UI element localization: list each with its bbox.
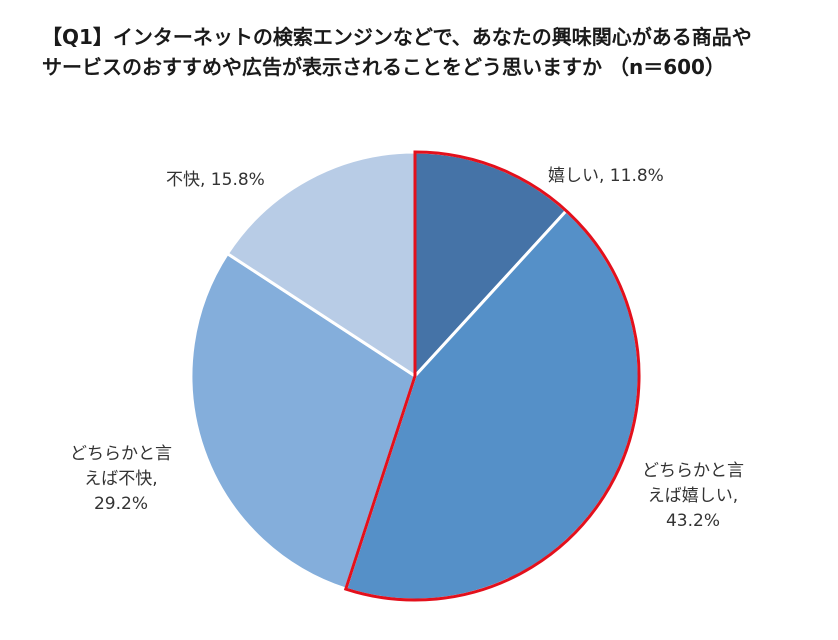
slice-label-dochiraka-fukai-line-3: 29.2% <box>93 494 148 514</box>
chart-title: 【Q1】インターネットの検索エンジンなどで、あなたの興味関心がある商品や サービ… <box>42 22 822 82</box>
slice-label-dochiraka-fukai: どちらかと言 えば不快, 29.2% <box>56 442 186 517</box>
pie-highlight-outline <box>343 150 641 602</box>
pie-slices <box>189 150 641 602</box>
chart-title-line-1: 【Q1】インターネットの検索エンジンなどで、あなたの興味関心がある商品や <box>42 25 752 49</box>
slice-label-fukai-line-1: 不快, 15.8% <box>166 170 265 190</box>
slice-label-ureshii: 嬉しい, 11.8% <box>548 164 664 189</box>
slice-label-dochiraka-ureshii-line-1: どちらかと言 <box>642 461 744 481</box>
slice-label-dochiraka-ureshii-line-2: えば嬉しい, <box>647 486 739 506</box>
slice-label-dochiraka-fukai-line-1: どちらかと言 <box>70 444 172 464</box>
slice-label-fukai: 不快, 15.8% <box>166 168 265 193</box>
slice-label-ureshii-line-1: 嬉しい, 11.8% <box>548 166 664 186</box>
slice-fukai <box>225 150 417 378</box>
highlight-outline <box>343 150 641 602</box>
slice-dochiraka-fukai <box>189 252 417 591</box>
slice-label-dochiraka-fukai-line-2: えば不快, <box>84 469 158 489</box>
chart-title-line-2: サービスのおすすめや広告が表示されることをどう思いますか （n＝600） <box>42 55 725 79</box>
slice-label-dochiraka-ureshii-line-3: 43.2% <box>665 511 720 531</box>
slice-label-dochiraka-ureshii: どちらかと言 えば嬉しい, 43.2% <box>628 459 758 534</box>
